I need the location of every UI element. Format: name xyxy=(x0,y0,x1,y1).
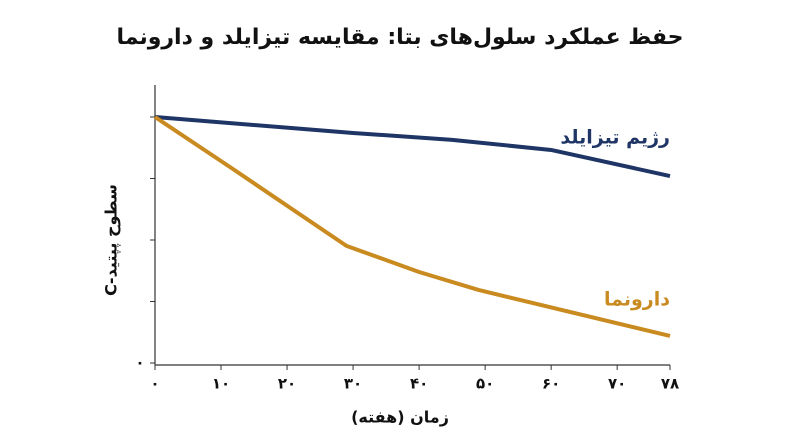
x-tick-label: ۴۰ xyxy=(410,375,428,393)
y-tick-label: ۰ xyxy=(135,354,144,372)
series-label: دارونما xyxy=(604,288,670,310)
series-label: رژیم تیزایلد xyxy=(560,127,670,149)
y-axis-label: سطوح پپتید-C xyxy=(102,184,122,296)
chart-title: حفظ عملکرد سلول‌های بتا: مقایسه تیزایلد … xyxy=(116,25,683,50)
x-axis-label: زمان (هفته) xyxy=(351,408,449,427)
line xyxy=(153,115,671,338)
x-tick-label: ۳۰ xyxy=(344,375,362,393)
x-tick-label: ۵۰ xyxy=(476,375,494,393)
x-tick-label: ۱۰ xyxy=(212,375,230,393)
line xyxy=(154,115,671,178)
x-tick-label: ۰ xyxy=(150,375,159,393)
x-tick-label: ۶۰ xyxy=(542,375,560,393)
x-tick-label: ۷۸ xyxy=(661,375,679,393)
x-tick-label: ۲۰ xyxy=(278,375,296,393)
x-tick-label: ۷۰ xyxy=(608,375,626,393)
